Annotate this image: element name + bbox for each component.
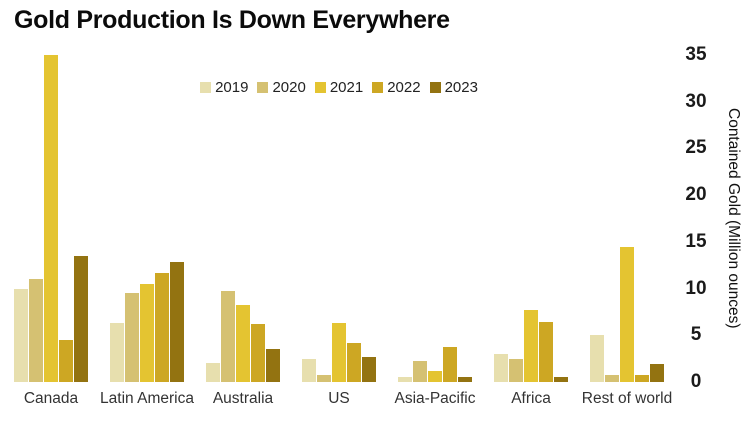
y-axis-title: Contained Gold (Million ounces): [725, 107, 742, 329]
bar-2019-rest-of-world: [590, 335, 604, 382]
y-tick-30: 30: [685, 90, 707, 112]
y-tick-20: 20: [685, 184, 707, 206]
legend-label-2021: 2021: [329, 79, 364, 96]
bar-2020-rest-of-world: [605, 374, 619, 382]
bar-2021-canada: [44, 55, 58, 382]
bar-2023-latin-america: [170, 262, 184, 382]
legend-swatch-2021: [314, 82, 326, 93]
bar-2020-australia: [221, 291, 235, 382]
plot-area: 2019 2020 2021 2022 2023 Canada Latin America…: [14, 55, 672, 407]
bar-2019-australia: [206, 363, 220, 382]
y-axis: 0 5 10 15 20 25 30 35: [676, 44, 716, 392]
legend-swatch-2020: [257, 82, 269, 93]
bar-2022-australia: [251, 324, 265, 382]
y-tick-10: 10: [685, 277, 707, 299]
category-label-canada: Canada: [23, 390, 79, 407]
bar-2023-australia: [266, 349, 280, 382]
bar-2019-us: [302, 358, 316, 382]
bar-2021-latin-america: [140, 283, 154, 382]
bar-2023-africa: [554, 377, 568, 382]
bar-group-canada: Canada: [14, 55, 88, 407]
bar-group-africa: Africa: [494, 55, 568, 407]
bar-2022-canada: [59, 340, 73, 382]
bar-2021-africa: [524, 310, 538, 382]
bar-group-australia: Australia: [206, 55, 280, 407]
category-label-us: US: [328, 390, 350, 407]
legend-swatch-2019: [200, 82, 212, 93]
bar-2023-canada: [74, 255, 88, 382]
bar-group-latin-america: Latin America: [100, 55, 194, 407]
category-label-latin-america: Latin America: [100, 390, 194, 407]
bar-2023-asia-pacific: [458, 377, 472, 382]
bar-2022-rest-of-world: [635, 374, 649, 382]
legend-label-2022: 2022: [387, 79, 421, 96]
legend-item-2022: 2022: [372, 79, 421, 96]
legend-item-2020: 2020: [257, 79, 306, 96]
legend-item-2021: 2021: [314, 79, 364, 96]
category-label-rest-of-world: Rest of world: [581, 390, 673, 407]
bar-group-rest-of-world: Rest of world: [582, 55, 672, 407]
bar-2022-africa: [539, 322, 553, 382]
bar-2022-latin-america: [155, 272, 169, 382]
bar-group-us: US: [302, 55, 376, 407]
bar-2019-asia-pacific: [398, 377, 412, 382]
bar-groups: Canada Latin America Australia US Asia-Pacif…: [14, 55, 672, 407]
legend-swatch-2022: [372, 82, 384, 93]
y-tick-0: 0: [690, 371, 702, 392]
bar-2021-asia-pacific: [428, 370, 442, 382]
chart-title: Gold Production Is Down Everywhere: [14, 6, 450, 34]
bar-2020-latin-america: [125, 293, 139, 382]
legend: 2019 2020 2021 2022 2023: [14, 79, 664, 96]
legend-item-2023: 2023: [429, 79, 478, 96]
bar-2022-asia-pacific: [443, 347, 457, 382]
bar-2021-rest-of-world: [620, 246, 634, 382]
bar-2020-asia-pacific: [413, 360, 427, 382]
bar-2020-canada: [29, 279, 43, 382]
legend-label-2023: 2023: [444, 79, 478, 96]
bar-2021-us: [332, 323, 346, 382]
legend-label-2020: 2020: [272, 79, 306, 96]
bar-2022-us: [347, 342, 361, 382]
y-tick-25: 25: [685, 137, 707, 159]
bar-2020-africa: [509, 358, 523, 382]
bar-2023-us: [362, 356, 376, 382]
bar-2019-latin-america: [110, 323, 124, 382]
bar-2020-us: [317, 374, 331, 382]
legend-swatch-2023: [429, 82, 441, 93]
category-label-africa: Africa: [511, 390, 551, 407]
category-label-asia-pacific: Asia-Pacific: [394, 390, 476, 407]
y-tick-15: 15: [685, 230, 707, 252]
y-tick-5: 5: [690, 324, 702, 346]
y-tick-35: 35: [685, 44, 707, 65]
bar-2019-africa: [494, 354, 508, 382]
legend-item-2019: 2019: [200, 79, 248, 96]
bar-group-asia-pacific: Asia-Pacific: [395, 55, 475, 407]
category-label-australia: Australia: [212, 390, 274, 407]
legend-label-2019: 2019: [215, 79, 249, 96]
bar-2019-canada: [14, 288, 28, 382]
bar-2021-australia: [236, 305, 250, 382]
bar-2023-rest-of-world: [650, 364, 664, 382]
